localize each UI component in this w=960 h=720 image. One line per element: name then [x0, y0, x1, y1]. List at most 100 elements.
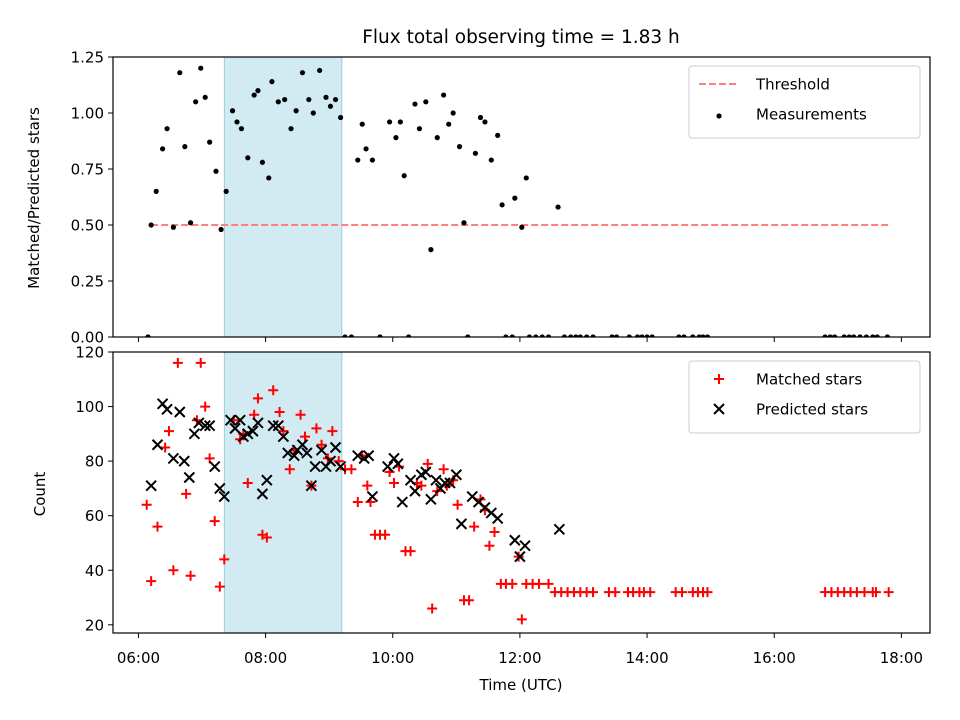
measurement-point — [634, 334, 641, 337]
x-tick-label: 06:00 — [117, 649, 160, 667]
predicted-star-point — [404, 474, 417, 486]
legend-label: Predicted stars — [756, 401, 868, 419]
legend-matched-swatch — [714, 374, 724, 384]
measurement-point — [870, 334, 876, 337]
measurement-point — [495, 132, 501, 138]
matched-star-point — [168, 565, 179, 576]
plot-area — [141, 357, 894, 625]
measurement-point — [446, 121, 452, 127]
matched-star-point — [311, 423, 322, 434]
predicted-star-point — [214, 482, 226, 495]
measurement-point — [613, 334, 620, 337]
measurement-point — [238, 126, 245, 132]
predicted-star-point — [430, 474, 442, 486]
measurement-point — [310, 110, 316, 116]
y-tick-label: 0.00 — [71, 329, 104, 347]
predicted-star-point — [455, 518, 468, 530]
measurement-point — [681, 334, 687, 337]
matched-star-point — [422, 458, 433, 469]
measurement-point — [359, 121, 365, 127]
matched-star-point — [389, 477, 400, 488]
y-tick-label: 60 — [85, 507, 104, 525]
measurement-point — [363, 146, 369, 152]
matched-star-point — [163, 426, 174, 437]
matched-star-point — [438, 464, 449, 475]
predicted-star-point — [209, 460, 221, 473]
measurement-point — [323, 94, 329, 100]
matched-star-point — [214, 581, 225, 592]
measurement-point — [164, 126, 170, 132]
observing-time-span — [223, 351, 343, 634]
matched-star-point — [316, 439, 327, 450]
y-tick-label: 80 — [85, 453, 104, 471]
count-panel: 20 40 60 80 100 120 06:00 08:00 10:00 12:00 14:00 1… — [75, 344, 931, 667]
measurement-point — [145, 334, 151, 337]
measurement-point — [477, 114, 484, 121]
predicted-star-point — [188, 428, 201, 440]
predicted-star-point — [193, 417, 205, 429]
matched-star-point — [507, 578, 518, 589]
predicted-star-point — [381, 460, 394, 473]
measurement-point — [412, 101, 418, 107]
top-y-axis-label: Matched/Predicted stars — [25, 107, 43, 289]
matched-star-point — [278, 426, 289, 437]
measurement-point — [499, 202, 505, 208]
measurement-point — [177, 70, 183, 76]
matched-star-point — [327, 426, 338, 437]
matched-star-point — [588, 587, 599, 598]
measurement-point — [159, 146, 166, 152]
measurement-point — [266, 175, 272, 181]
measurement-point — [327, 103, 334, 109]
predicted-star-point — [324, 455, 337, 467]
x-tick-label: 10:00 — [371, 649, 414, 667]
matched-star-point — [346, 464, 357, 475]
plot-area — [145, 65, 891, 337]
y-tick-label: 0.50 — [71, 217, 104, 235]
measurement-point — [644, 334, 650, 337]
matched-star-point — [489, 527, 500, 538]
measurement-point — [198, 65, 204, 71]
measurement-point — [874, 334, 880, 337]
measurement-point — [207, 139, 213, 145]
measurement-point — [561, 334, 568, 337]
measurement-point — [832, 334, 838, 337]
matched-star-point — [452, 499, 463, 510]
legend-box — [688, 360, 921, 434]
predicted-star-point — [509, 534, 521, 546]
measurement-point — [846, 334, 852, 337]
matched-star-point — [181, 488, 192, 499]
measurement-point — [259, 159, 266, 165]
measurement-point — [288, 126, 294, 132]
matched-star-point — [152, 521, 163, 532]
measurement-point — [299, 70, 306, 76]
matched-star-point — [543, 578, 554, 589]
axes-frame — [112, 351, 931, 634]
matched-star-point — [261, 532, 272, 543]
predicted-star-point — [167, 452, 180, 465]
measurement-point — [355, 157, 361, 163]
measurement-point — [573, 334, 579, 337]
matched-star-point — [295, 409, 306, 420]
predicted-star-point — [491, 512, 504, 525]
predicted-star-point — [161, 403, 173, 415]
matched-star-point — [185, 570, 196, 581]
matched-star-point — [883, 587, 894, 598]
measurement-point — [393, 135, 399, 141]
measurement-point — [234, 119, 240, 125]
matched-star-point — [268, 385, 279, 396]
predicted-star-point — [420, 466, 432, 478]
matched-star-point — [209, 516, 220, 527]
matched-star-point — [702, 587, 713, 598]
measurement-point — [465, 334, 471, 337]
measurement-point — [434, 135, 440, 141]
predicted-star-point — [425, 493, 437, 506]
measurement-point — [332, 96, 339, 103]
measurement-point — [626, 334, 632, 337]
measurement-point — [450, 110, 456, 116]
predicted-star-point — [288, 449, 300, 462]
matched-star-point — [469, 521, 480, 532]
measurement-point — [170, 224, 177, 230]
measurement-point — [148, 222, 154, 228]
measurement-point — [555, 204, 561, 210]
